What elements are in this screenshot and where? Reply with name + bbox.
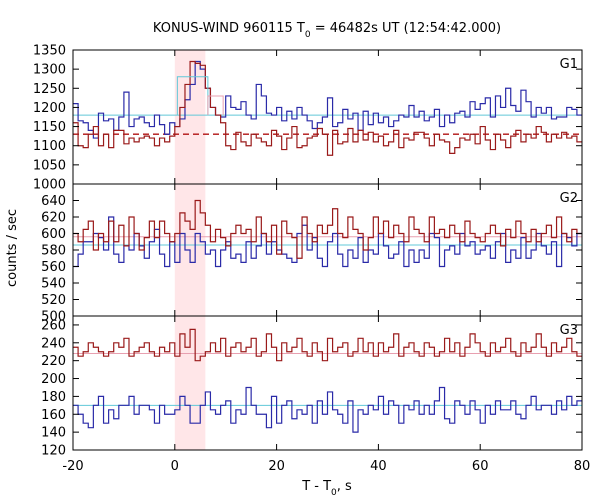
panel-1-series-red <box>73 60 582 156</box>
panel-1-box-pink <box>207 95 224 116</box>
panel-1-y-tick-label-1300: 1300 <box>33 63 66 78</box>
y-axis-label: counts / sec <box>5 209 20 287</box>
panel-3-series-blue <box>73 386 582 433</box>
panel-3-y-tick-label-220: 220 <box>41 354 66 369</box>
panel-3-label: G3 <box>560 323 578 338</box>
panel-3-y-tick-label-200: 200 <box>41 372 66 387</box>
panel-2-y-tick-label-520: 520 <box>41 293 66 308</box>
panel-1-y-tick-label-1250: 1250 <box>33 82 66 97</box>
x-label-subscript: 0 <box>331 488 337 498</box>
x-axis-label: T - T0, s <box>301 479 352 498</box>
panel-2-y-tick-label-560: 560 <box>41 260 66 275</box>
plot-area: 10001050110011501200125013001350G1500520… <box>33 44 590 475</box>
panel-1-y-tick-label-1200: 1200 <box>33 101 66 116</box>
panel-3-series-red <box>73 328 582 362</box>
x-label-main: T - T <box>301 479 331 494</box>
x-tick-label--20: -20 <box>62 459 83 474</box>
title-rest: = 46482s UT (12:54:42.000) <box>311 21 501 36</box>
panel-1-y-tick-label-1100: 1100 <box>33 139 66 154</box>
panel-2-y-tick-label-620: 620 <box>41 211 66 226</box>
panel-2-series-blue <box>73 216 582 268</box>
x-tick-label-0: 0 <box>171 459 179 474</box>
panel-1-label: G1 <box>560 57 578 72</box>
x-tick-label-60: 60 <box>472 459 489 474</box>
x-tick-label-40: 40 <box>370 459 387 474</box>
panel-2-y-tick-label-640: 640 <box>41 194 66 209</box>
panel-2-y-tick-label-600: 600 <box>41 227 66 242</box>
panel-1-y-tick-label-1150: 1150 <box>33 120 66 135</box>
panel-1-series-blue <box>73 60 582 139</box>
x-tick-label-20: 20 <box>268 459 285 474</box>
x-label-rest: , s <box>337 479 352 494</box>
panel-3-y-tick-label-140: 140 <box>41 426 66 441</box>
x-tick-label-80: 80 <box>574 459 591 474</box>
panel-3-frame <box>72 315 583 451</box>
panel-1-y-tick-label-1000: 1000 <box>33 178 66 193</box>
panel-2-y-tick-label-500: 500 <box>41 310 66 325</box>
panel-3-y-tick-label-180: 180 <box>41 390 66 405</box>
panel-3-y-tick-label-160: 160 <box>41 408 66 423</box>
panel-3-y-tick-label-260: 260 <box>41 318 66 333</box>
panel-3-y-tick-label-240: 240 <box>41 336 66 351</box>
panel-1-y-tick-label-1050: 1050 <box>33 158 66 173</box>
panel-2-y-tick-label-540: 540 <box>41 277 66 292</box>
panel-3-y-tick-label-120: 120 <box>41 444 66 459</box>
panel-2-label: G2 <box>560 191 578 206</box>
panel-2-y-tick-label-580: 580 <box>41 244 66 259</box>
title-subscript: 0 <box>305 30 311 40</box>
chart-title: KONUS-WIND 960115 T0 = 46482s UT (12:54:… <box>153 21 501 40</box>
title-main: KONUS-WIND 960115 T <box>153 21 305 36</box>
panel-2-series-red <box>73 199 582 259</box>
panel-1-y-tick-label-1350: 1350 <box>33 44 66 59</box>
